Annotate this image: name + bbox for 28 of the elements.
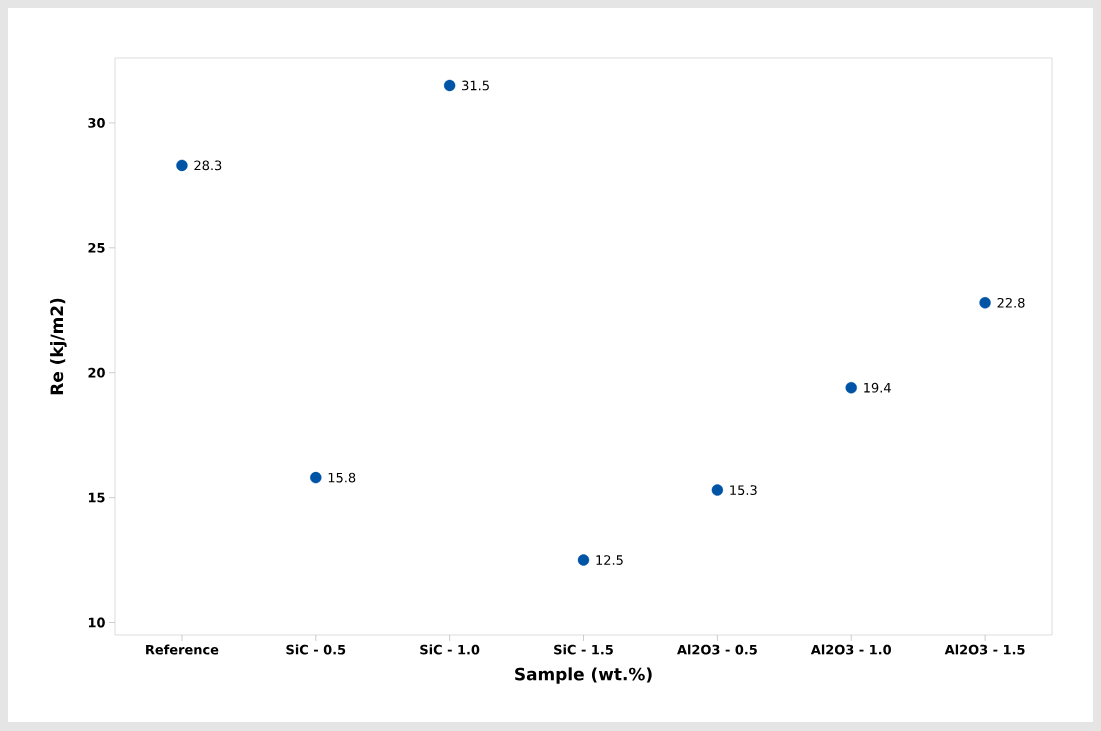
- y-axis-title: Re (kj/m2): [50, 298, 67, 395]
- point: [845, 382, 857, 394]
- data-label: 15.8: [328, 472, 356, 483]
- point: [443, 79, 456, 92]
- point: [310, 471, 322, 484]
- data-label: 28.3: [194, 160, 222, 171]
- y-tick-label: 20: [88, 367, 105, 378]
- x-tick-label: Al2O3 - 0.5: [677, 644, 757, 655]
- x-tick-label: Reference: [146, 644, 219, 655]
- y-tick-label: 25: [88, 242, 105, 253]
- data-label: 15.3: [730, 485, 757, 496]
- point: [979, 297, 991, 309]
- y-tick-label: 30: [88, 118, 105, 128]
- point: [176, 159, 188, 172]
- point: [577, 554, 590, 566]
- point: [711, 484, 724, 496]
- y-tick-label: 10: [88, 617, 105, 628]
- x-tick-label: SiC - 1.0: [420, 644, 480, 655]
- x-tick-label: Al2O3 - 1.0: [810, 644, 892, 655]
- data-label: 31.5: [462, 80, 489, 91]
- data-label: 12.5: [596, 555, 623, 565]
- y-tick-label: 15: [88, 492, 105, 503]
- x-tick-label: SiC - 0.5: [286, 644, 346, 655]
- x-tick-label: Al2O3 - 1.5: [944, 644, 1025, 655]
- data-label: 19.4: [864, 382, 891, 393]
- x-tick-label: SiC - 1.5: [554, 644, 613, 655]
- x-axis-title: Sample (wt.%): [515, 667, 652, 684]
- data-label: 22.8: [997, 297, 1025, 308]
